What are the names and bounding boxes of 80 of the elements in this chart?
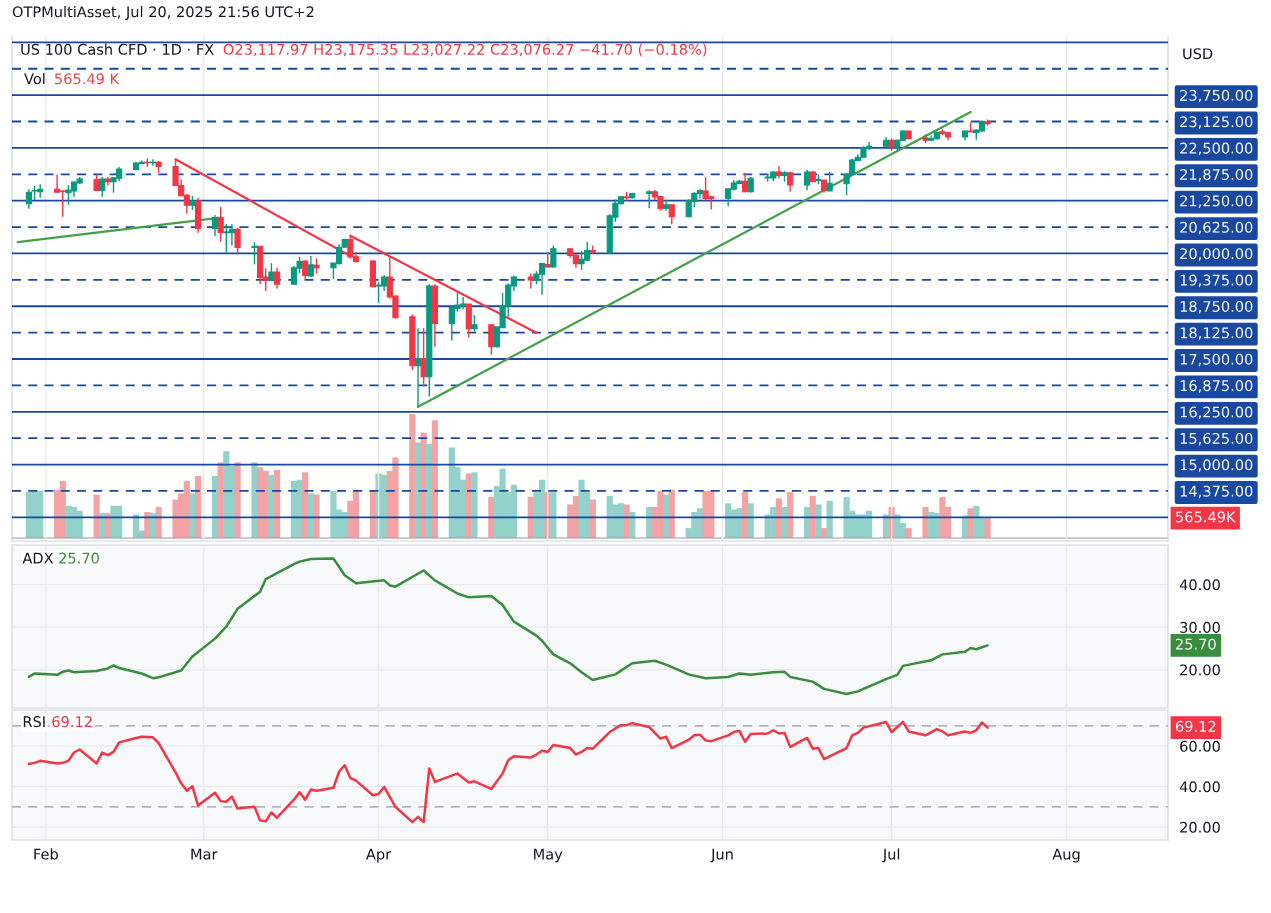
bar bbox=[234, 462, 241, 538]
y-tick-label: 40.00 bbox=[1179, 579, 1220, 591]
y-tick-label: 23,750.00 bbox=[1180, 89, 1253, 103]
x-tick-label: Mar bbox=[191, 848, 218, 860]
text: ADX bbox=[22, 552, 54, 564]
y-tick-label: 21,250.00 bbox=[1180, 195, 1253, 208]
x-tick-label: Jun bbox=[710, 848, 733, 863]
y-tick-label: 20.00 bbox=[1180, 821, 1220, 833]
bar bbox=[787, 492, 794, 538]
y-tick-label: 18,750.00 bbox=[1180, 300, 1253, 314]
text: 69.12 bbox=[1175, 720, 1216, 732]
y-tick-label: 20.00 bbox=[1180, 664, 1220, 676]
bar bbox=[302, 472, 309, 538]
candlestick bbox=[234, 227, 241, 255]
bar bbox=[741, 492, 749, 538]
x-tick-label: May bbox=[534, 848, 563, 863]
candlestick bbox=[99, 176, 106, 198]
candlestick bbox=[804, 169, 811, 191]
y-tick-label: 40.00 bbox=[1179, 781, 1220, 793]
bar bbox=[268, 474, 275, 538]
candlestick bbox=[251, 241, 258, 266]
y-tick-label: 20,625.00 bbox=[1180, 221, 1253, 235]
bar bbox=[223, 451, 230, 538]
candlestick bbox=[302, 259, 309, 280]
y-tick-label: 21,875.00 bbox=[1180, 169, 1253, 182]
candlestick bbox=[273, 267, 281, 290]
bar bbox=[922, 507, 929, 538]
text: USD bbox=[1183, 48, 1213, 60]
candlestick bbox=[826, 171, 833, 192]
chart-title: US 100 Cash CFD · 1D · FX bbox=[21, 43, 214, 55]
y-tick-label: 60.00 bbox=[1180, 740, 1220, 752]
text: Vol bbox=[24, 73, 45, 85]
annotation: 25.70 bbox=[59, 552, 99, 564]
y-tick-label: 22,500.00 bbox=[1180, 142, 1253, 156]
text: 25.70 bbox=[1176, 638, 1216, 650]
y-tick-label: 17,500.00 bbox=[1180, 353, 1253, 367]
y-tick-label: 19,375.00 bbox=[1180, 274, 1253, 288]
y-tick-label: 15,625.00 bbox=[1180, 432, 1253, 446]
chart-subtitle: O23,117.97 H23,175.35 L23,027.22 C23,076.27 −41.70 (−0.18%) bbox=[223, 43, 707, 57]
candlestick bbox=[223, 223, 230, 253]
bar bbox=[409, 414, 416, 538]
candlestick bbox=[420, 327, 427, 388]
bar bbox=[93, 494, 100, 538]
annotation: 565.49 K bbox=[55, 73, 120, 85]
bar bbox=[984, 518, 991, 538]
candlestick bbox=[488, 324, 495, 356]
candlestick bbox=[307, 255, 314, 278]
y-tick-label: 15,000.00 bbox=[1180, 459, 1253, 472]
candlestick bbox=[217, 206, 224, 243]
x-tick-label: Aug bbox=[1052, 848, 1080, 863]
bar bbox=[251, 462, 258, 538]
text: RSI bbox=[23, 716, 45, 728]
bar bbox=[488, 497, 495, 538]
candlestick bbox=[290, 265, 298, 285]
bar bbox=[426, 443, 433, 538]
bar bbox=[414, 442, 422, 538]
y-tick-label: 16,250.00 bbox=[1180, 406, 1253, 420]
x-tick-label: Apr bbox=[366, 848, 392, 863]
bar bbox=[471, 472, 478, 538]
candlestick bbox=[25, 188, 33, 210]
bar bbox=[431, 420, 439, 538]
y-tick-label: 23,125.00 bbox=[1180, 116, 1253, 129]
bar bbox=[189, 493, 196, 538]
y-tick-label: 14,375.00 bbox=[1180, 485, 1253, 499]
x-tick-label: Feb bbox=[34, 848, 58, 860]
y-tick-label: 16,875.00 bbox=[1180, 380, 1253, 393]
bar bbox=[211, 476, 219, 538]
text: 565.49K bbox=[1176, 511, 1236, 523]
y-tick-label: 30.00 bbox=[1180, 621, 1220, 633]
annotation: 69.12 bbox=[52, 716, 92, 728]
y-tick-label: 18,125.00 bbox=[1180, 327, 1253, 340]
candlestick bbox=[589, 244, 596, 255]
bar bbox=[550, 492, 557, 538]
candlestick bbox=[54, 173, 61, 194]
bar bbox=[313, 494, 320, 538]
candlestick bbox=[668, 203, 675, 226]
candlestick bbox=[550, 244, 557, 269]
x-tick-label: Jul bbox=[882, 848, 900, 863]
y-tick-label: 20,000.00 bbox=[1180, 248, 1253, 261]
text: OTPMultiAsset, Jul 20, 2025 21:56 UTC+2 bbox=[12, 6, 314, 20]
